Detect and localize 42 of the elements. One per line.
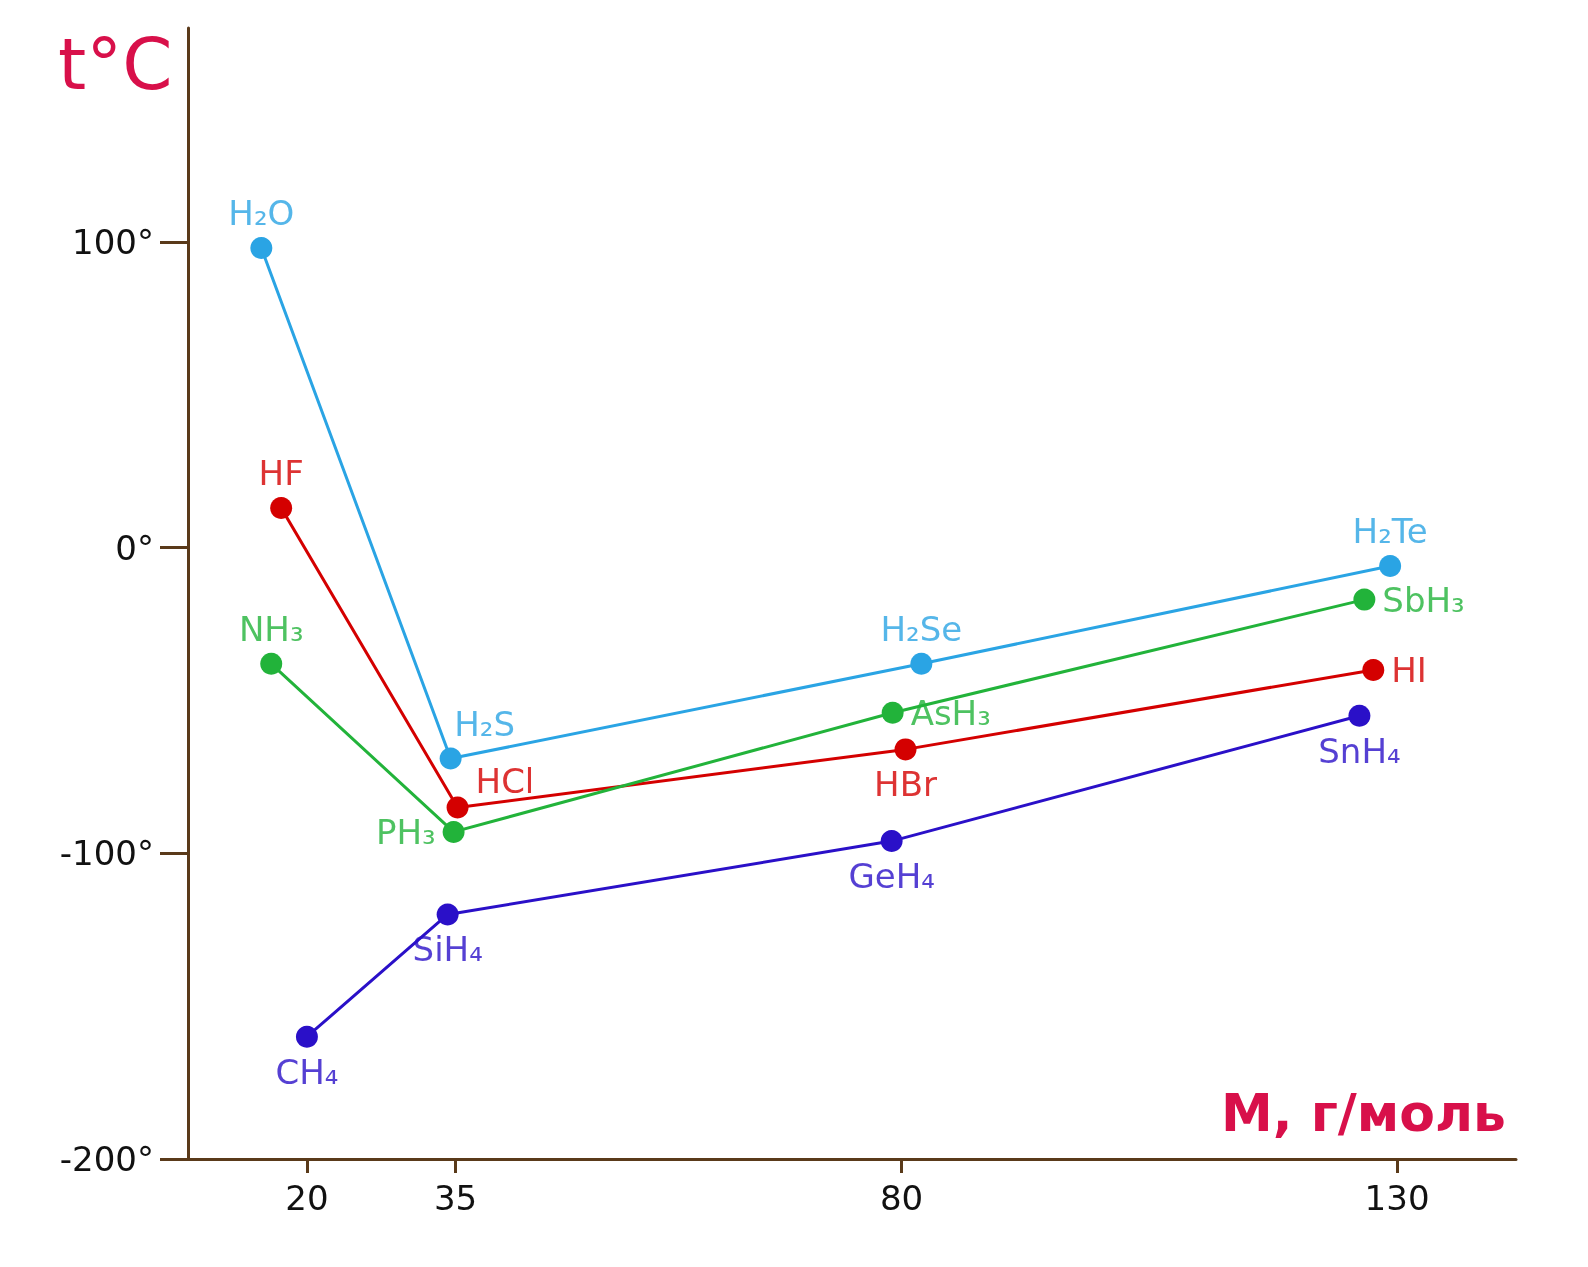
point bbox=[442, 820, 465, 843]
annotation: HCl bbox=[475, 761, 535, 802]
point bbox=[270, 496, 293, 519]
point bbox=[436, 903, 459, 926]
point bbox=[881, 701, 904, 724]
annotation: SnH₄ bbox=[1318, 730, 1401, 771]
x-tick-label: 80 bbox=[879, 1178, 924, 1218]
point bbox=[910, 652, 933, 675]
point bbox=[1348, 704, 1371, 727]
annotation: H₂S bbox=[454, 703, 516, 744]
annotation: H₂Te bbox=[1352, 510, 1428, 551]
y-axis-title: t°C bbox=[58, 22, 173, 106]
annotation: NH₃ bbox=[238, 608, 304, 649]
annotation: GeH₄ bbox=[848, 856, 935, 897]
annotation: AsH₃ bbox=[910, 692, 991, 733]
annotation: SbH₃ bbox=[1382, 579, 1465, 620]
annotation: SiH₄ bbox=[412, 929, 483, 970]
point bbox=[1362, 658, 1385, 681]
y-tick-label: -100° bbox=[59, 833, 154, 874]
point bbox=[894, 738, 917, 761]
y-tick-label: 100° bbox=[72, 221, 154, 262]
annotation: CH₄ bbox=[275, 1051, 339, 1092]
annotation: H₂Se bbox=[880, 608, 963, 649]
annotation: H₂O bbox=[228, 193, 295, 234]
point bbox=[1379, 554, 1402, 577]
point bbox=[250, 237, 273, 260]
x-tick-label: 130 bbox=[1364, 1178, 1430, 1218]
annotation: HF bbox=[258, 452, 304, 493]
point bbox=[446, 796, 469, 819]
point bbox=[295, 1025, 318, 1048]
annotation: HBr bbox=[874, 764, 937, 805]
point bbox=[439, 747, 462, 770]
x-axis-title: M, г/моль bbox=[1221, 1083, 1507, 1143]
x-tick-label: 20 bbox=[285, 1178, 329, 1218]
point bbox=[260, 652, 283, 675]
x-tick-label: 35 bbox=[433, 1178, 478, 1218]
point bbox=[880, 830, 903, 853]
annotation: PH₃ bbox=[375, 811, 436, 852]
y-tick-label: 0° bbox=[115, 527, 154, 568]
annotation: HI bbox=[1391, 649, 1427, 690]
y-tick-label: -200° bbox=[59, 1139, 154, 1179]
point bbox=[1353, 588, 1376, 611]
